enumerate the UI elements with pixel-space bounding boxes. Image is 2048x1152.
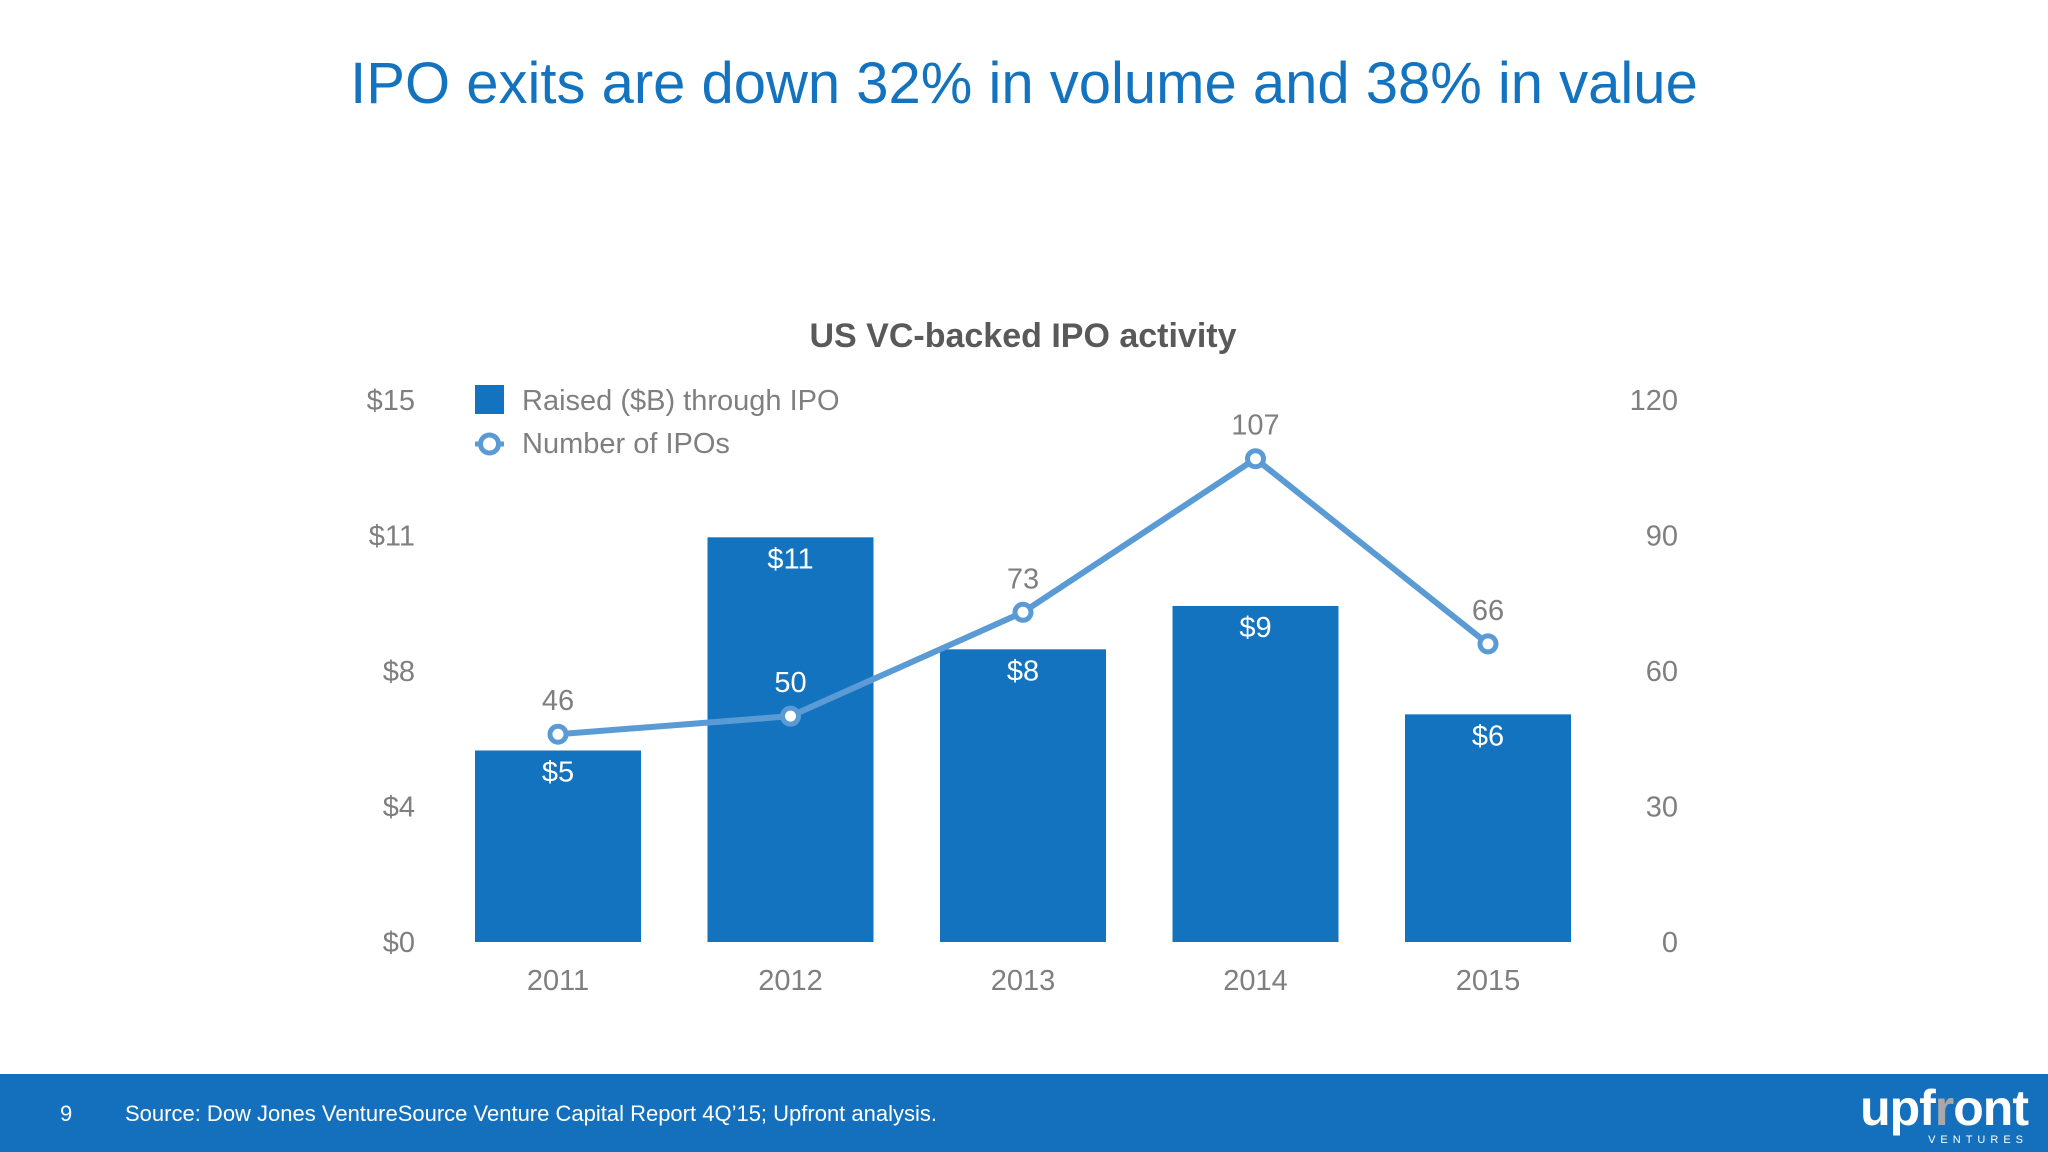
legend-line-label: Number of IPOs (522, 428, 730, 460)
legend-marker-icon (478, 432, 501, 456)
footer: 9 Source: Dow Jones VentureSource Ventur… (0, 1074, 2048, 1152)
slide-title: IPO exits are down 32% in volume and 38%… (350, 51, 1698, 116)
x-axis-tick-label: 2014 (1223, 965, 1288, 997)
line-data-label: 107 (1231, 410, 1279, 442)
right-axis-tick-label: 90 (1646, 521, 1678, 553)
right-axis-tick-label: 30 (1646, 792, 1678, 824)
left-axis-tick-label: $11 (369, 521, 415, 553)
right-axis-tick-label: 120 (1630, 385, 1678, 417)
bar-data-label: $11 (767, 543, 813, 575)
chart: US VC-backed IPO activity $0 $4 $8 $11 $15 0 3… (367, 317, 1678, 997)
x-axis-tick-label: 2011 (527, 965, 589, 997)
line-data-label: 73 (1007, 563, 1039, 595)
legend-bar-swatch (475, 385, 504, 414)
x-axis-tick-label: 2013 (991, 965, 1056, 997)
line-data-label: 66 (1472, 595, 1504, 627)
bar (707, 537, 874, 942)
source-note: Source: Dow Jones VentureSource Venture … (125, 1101, 938, 1126)
page-number: 9 (60, 1101, 73, 1126)
left-axis-tick-label: $4 (383, 792, 415, 824)
bar-data-label: $9 (1239, 612, 1271, 644)
right-axis-tick-label: 0 (1662, 927, 1678, 959)
right-axis-tick-label: 60 (1646, 656, 1678, 688)
legend: Raised ($B) through IPO Number of IPOs (475, 385, 840, 460)
x-axis-tick-label: 2012 (758, 965, 823, 997)
left-axis-tick-label: $8 (383, 656, 415, 688)
ipo-count-marker (547, 723, 569, 745)
ipo-count-marker (1012, 601, 1034, 623)
chart-title: US VC-backed IPO activity (809, 317, 1236, 355)
line-data-label: 50 (774, 667, 806, 699)
ipo-count-marker (1245, 448, 1266, 470)
bar (940, 649, 1106, 942)
legend-bar-label: Raised ($B) through IPO (522, 385, 840, 417)
ipo-count-marker (780, 705, 801, 727)
bar (1405, 714, 1571, 942)
bar-data-label: $8 (1007, 655, 1039, 687)
bar-data-label: $6 (1472, 720, 1504, 752)
line-data-label: 46 (542, 685, 574, 717)
x-axis-tick-label: 2015 (1456, 965, 1521, 997)
left-axis-tick-label: $15 (367, 385, 415, 417)
bar (1172, 605, 1339, 942)
ipo-count-marker (1477, 633, 1499, 655)
bar (475, 750, 641, 942)
bar-data-label: $5 (542, 756, 574, 788)
left-axis-tick-label: $0 (383, 927, 415, 959)
upfront-logo: upfront VENTURES (1860, 1080, 2029, 1146)
